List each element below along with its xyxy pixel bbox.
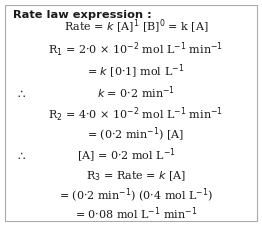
Text: R$_3$ = Rate = $k$ [A]: R$_3$ = Rate = $k$ [A] — [86, 169, 186, 183]
Text: = (0·2 min$^{-1}$) (0·4 mol L$^{-1}$): = (0·2 min$^{-1}$) (0·4 mol L$^{-1}$) — [59, 187, 213, 205]
Text: = $k$ [0·1] mol L$^{-1}$: = $k$ [0·1] mol L$^{-1}$ — [87, 62, 185, 81]
Text: $\therefore$: $\therefore$ — [15, 87, 26, 99]
Text: = (0·2 min$^{-1}$) [A]: = (0·2 min$^{-1}$) [A] — [88, 126, 185, 144]
Text: R$_2$ = 4·0 × 10$^{-2}$ mol L$^{-1}$ min$^{-1}$: R$_2$ = 4·0 × 10$^{-2}$ mol L$^{-1}$ min… — [48, 106, 223, 124]
Text: $\therefore$: $\therefore$ — [15, 149, 26, 162]
Text: Rate = $k$ [A]$^1$ [B]$^0$ = k [A]: Rate = $k$ [A]$^1$ [B]$^0$ = k [A] — [64, 18, 208, 36]
Text: Rate law expression :: Rate law expression : — [13, 10, 151, 20]
Text: $k$ = 0·2 min$^{-1}$: $k$ = 0·2 min$^{-1}$ — [97, 85, 175, 101]
Text: R$_1$ = 2·0 × 10$^{-2}$ mol L$^{-1}$ min$^{-1}$: R$_1$ = 2·0 × 10$^{-2}$ mol L$^{-1}$ min… — [48, 41, 223, 59]
Text: [A] = 0·2 mol L$^{-1}$: [A] = 0·2 mol L$^{-1}$ — [77, 147, 176, 165]
Text: = 0·08 mol L$^{-1}$ min$^{-1}$: = 0·08 mol L$^{-1}$ min$^{-1}$ — [75, 206, 197, 222]
